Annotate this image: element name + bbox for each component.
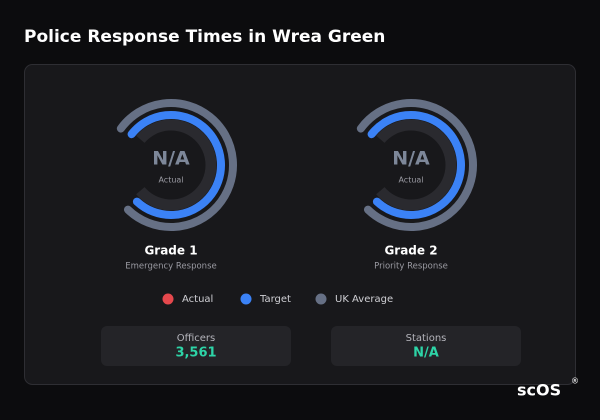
stat-label: Officers: [177, 333, 216, 344]
gauge-caption: Actual: [158, 176, 183, 185]
gauge-value: N/A: [392, 148, 430, 170]
grade-label: Grade 2: [384, 244, 437, 258]
stat-label: Stations: [406, 333, 447, 344]
stat-box: [331, 326, 521, 366]
stat-value: 3,561: [175, 346, 216, 361]
card: [24, 64, 576, 385]
target-ring: [127, 111, 225, 219]
uk-average-ring: [116, 99, 237, 231]
grade-subtitle: Emergency Response: [125, 262, 216, 272]
legend-dot: [315, 293, 327, 305]
track-ring: [136, 119, 217, 211]
target-ring: [367, 111, 465, 219]
legend-label: UK Average: [335, 294, 393, 305]
grade-label: Grade 1: [144, 244, 197, 258]
logo: scOS: [517, 381, 561, 400]
stat-box: [101, 326, 291, 366]
stat-value: N/A: [413, 346, 439, 361]
uk-average-ring: [356, 99, 477, 231]
grade-subtitle: Priority Response: [374, 262, 448, 272]
content: N/A Actual Grade 1 Emergency Response N/A Act…: [101, 99, 521, 366]
legend-label: Actual: [182, 294, 213, 305]
gauge-value: N/A: [152, 148, 190, 170]
title: Police Response Times in Wrea Green: [24, 27, 385, 47]
logo-mark: ®: [571, 377, 579, 386]
legend-dot: [162, 293, 174, 305]
gauge-caption: Actual: [398, 176, 423, 185]
legend-label: Target: [259, 294, 291, 305]
track-ring: [376, 119, 457, 211]
legend-dot: [240, 293, 252, 305]
